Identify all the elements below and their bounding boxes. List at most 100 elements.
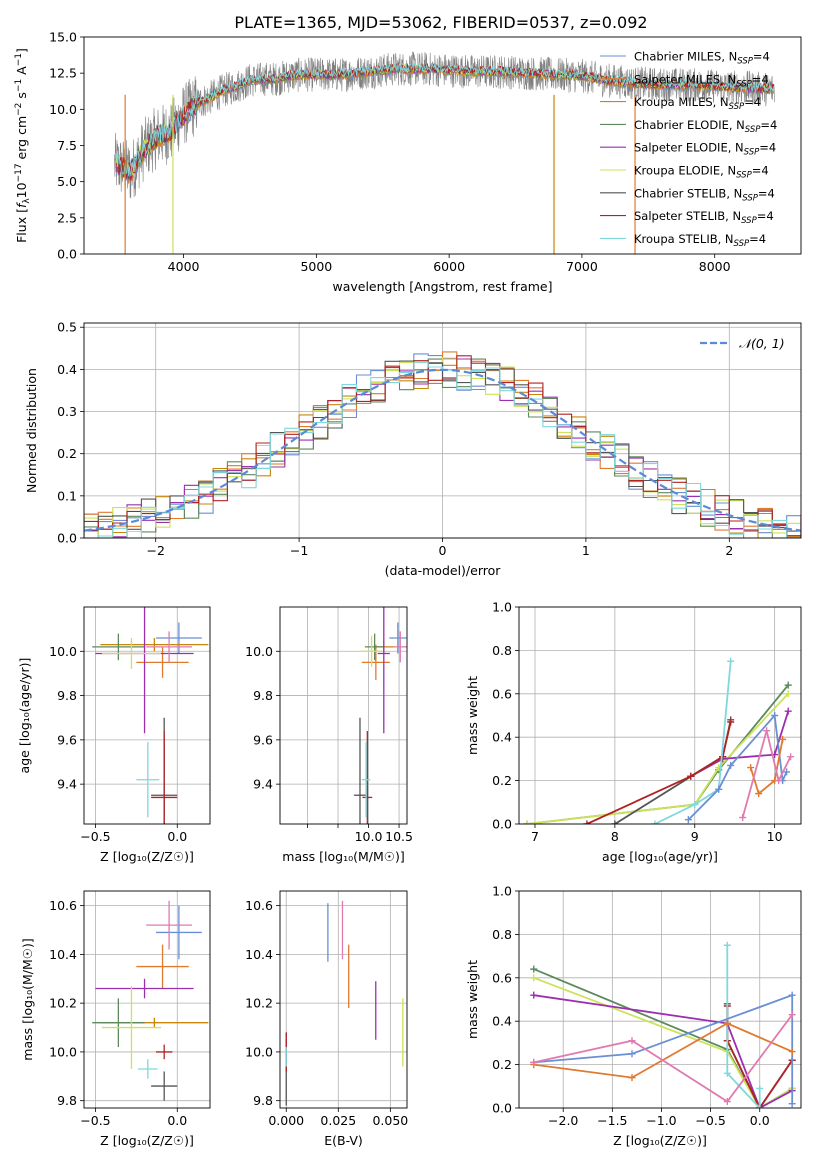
y-axis-label: mass weight <box>465 676 480 755</box>
plus-marker <box>755 790 763 798</box>
y-tick-label: 10.0 <box>49 102 77 117</box>
panel-spectrum: 4000 5000 6000 7000 8000 0.0 2.5 5.0 7.5 10.0 12.5… <box>14 30 802 294</box>
errorbar-point <box>156 905 202 960</box>
x-tick-label: 0.0 <box>167 1113 187 1128</box>
plus-marker <box>651 820 659 824</box>
y-tick-label: 0.2 <box>57 446 77 461</box>
errorbars <box>353 607 407 824</box>
legend-tail: =4 <box>759 141 776 155</box>
legend-text: Salpeter MILES, N <box>634 72 736 86</box>
mass-weight-series <box>586 721 732 824</box>
plot-frame <box>83 890 211 1109</box>
y-tick-label: 0.6 <box>492 970 512 985</box>
legend-tail: =4 <box>752 164 769 178</box>
plus-marker <box>788 1048 796 1056</box>
x-tick-label: 8 <box>611 829 619 844</box>
y-tick-label: 9.8 <box>57 1093 77 1108</box>
legend-entry: Chabrier STELIB, NSSP=4 <box>634 186 775 203</box>
legend-entry: Salpeter STELIB, NSSP=4 <box>634 209 774 226</box>
errorbar-point <box>146 631 192 663</box>
y-tick-label: 10.0 <box>49 644 77 659</box>
plot-frame <box>279 606 408 825</box>
y-tick-label: 0.0 <box>492 1101 512 1116</box>
legend-entry: Salpeter ELODIE, NSSP=4 <box>634 141 776 158</box>
y-axis-label: age [log₁₀(age/yr)] <box>17 658 32 774</box>
plus-marker <box>583 820 591 824</box>
plot-frame <box>518 606 802 825</box>
x-tick-label: 10.5 <box>385 829 413 844</box>
y-axis-label-part: s <box>14 92 29 103</box>
errorbar-point <box>102 986 161 1069</box>
legend-text: Kroupa ELODIE, N <box>634 164 736 178</box>
x-tick-label: 0.0 <box>750 1113 770 1128</box>
y-tick-label: 0.6 <box>492 686 512 701</box>
y-tick-label: 0.8 <box>492 927 512 942</box>
y-axis-label-part: −1 <box>14 79 24 92</box>
x-tick-label: −1.0 <box>646 1113 676 1128</box>
legend-sub: SSP <box>729 102 745 112</box>
histogram-series <box>84 361 801 538</box>
y-tick-label: 10.2 <box>49 996 77 1011</box>
y-tick-label: 0.0 <box>57 247 77 262</box>
plot-frame <box>83 36 802 255</box>
plus-marker <box>763 727 771 735</box>
errorbar-point <box>361 644 390 681</box>
x-tick-label: 0.025 <box>320 1113 356 1128</box>
legend-text: Chabrier ELODIE, N <box>634 118 745 132</box>
legend-text: Salpeter STELIB, N <box>634 209 741 223</box>
y-tick-label: 9.8 <box>57 688 77 703</box>
x-axis-label: Z [log₁₀(Z/Z☉)] <box>613 1133 707 1148</box>
plus-marker <box>628 1037 636 1045</box>
errorbar-point <box>136 742 160 818</box>
legend-entry: Kroupa MILES, NSSP=4 <box>634 95 761 112</box>
mass-weight-series <box>533 1022 793 1079</box>
legend-sub: SSP <box>741 216 757 226</box>
y-axis-label: Normed distribution <box>24 368 39 493</box>
plus-marker <box>628 1074 636 1082</box>
errorbar-point <box>364 633 385 661</box>
plus-marker <box>779 735 787 743</box>
legend-entry: Salpeter MILES, NSSP=4 <box>634 72 769 89</box>
plus-marker <box>530 991 538 999</box>
mass-weight-series <box>741 730 792 818</box>
legend-entry: 𝒩(0, 1) <box>739 336 785 351</box>
legend-entry: Chabrier MILES, NSSP=4 <box>634 50 770 67</box>
x-axis-label: (data-model)/error <box>385 563 502 578</box>
mass-weight-series <box>533 968 793 1108</box>
panel-residuals: −2 −1 0 1 2 0.0 0.1 0.2 0.3 0.4 0.5 (data-model)/er… <box>24 320 802 578</box>
y-tick-label: 10.6 <box>245 898 273 913</box>
y-tick-label: 0.4 <box>57 362 77 377</box>
plus-marker <box>783 768 791 776</box>
plot-frame <box>83 322 802 539</box>
errorbar-point <box>92 998 145 1048</box>
y-tick-label: 0.2 <box>492 773 512 788</box>
plus-marker <box>775 777 783 785</box>
y-axis-label-part: −17 <box>14 163 24 182</box>
plus-marker <box>611 820 619 824</box>
plus-marker <box>788 991 796 999</box>
y-tick-label: 0.5 <box>57 320 77 335</box>
x-tick-label: 1 <box>582 543 590 558</box>
errorbar-point <box>146 900 192 950</box>
y-tick-label: 10.0 <box>245 644 273 659</box>
plus-marker <box>784 681 792 689</box>
y-tick-label: 9.8 <box>253 688 273 703</box>
plus-marker <box>784 707 792 715</box>
mass-weight-series <box>526 693 789 824</box>
x-tick-label: 0 <box>439 543 447 558</box>
legend-sub: SSP <box>734 239 750 249</box>
x-tick-label: −0.5 <box>695 1113 725 1128</box>
y-axis-label-part: λ <box>22 198 32 204</box>
x-tick-label: 7000 <box>566 259 598 274</box>
plus-marker <box>723 941 731 949</box>
y-tick-label: 10.4 <box>245 947 273 962</box>
y-tick-label: 2.5 <box>57 210 77 225</box>
y-tick-label: 10.4 <box>49 947 77 962</box>
legend-text: Kroupa STELIB, N <box>634 232 734 246</box>
legend-text: Kroupa MILES, N <box>634 95 729 109</box>
y-axis-label: mass [log₁₀(M/M☉)] <box>20 938 35 1060</box>
y-tick-label: 15.0 <box>49 30 77 45</box>
spectrum-lines <box>114 51 775 254</box>
legend-sub: SSP <box>742 193 758 203</box>
